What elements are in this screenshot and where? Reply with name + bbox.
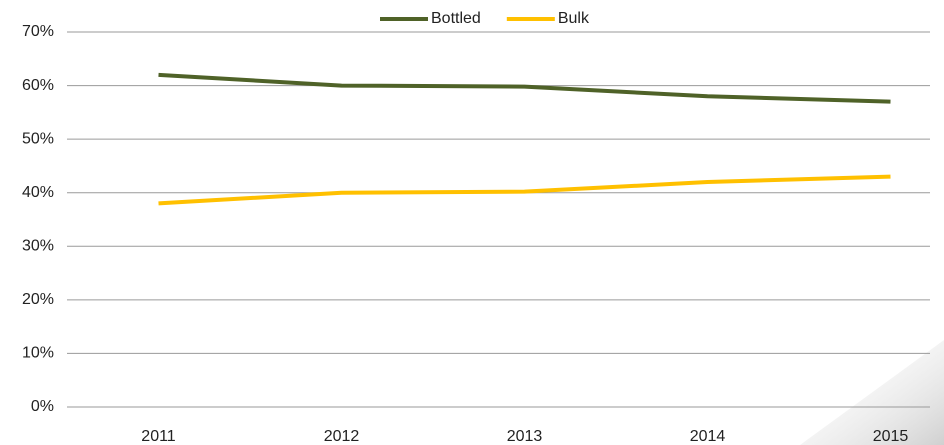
x-tick-label: 2013 — [507, 428, 543, 445]
line-series — [158, 174, 891, 206]
line-series — [158, 72, 891, 104]
x-tick-label: 2012 — [324, 428, 360, 445]
x-tick-label: 2014 — [690, 428, 726, 445]
y-tick-label: 0% — [31, 398, 54, 415]
x-tick-label: 2011 — [141, 428, 176, 445]
x-tick-label: 2015 — [873, 428, 909, 445]
y-tick-label: 50% — [22, 130, 54, 147]
y-tick-label: 70% — [22, 23, 54, 40]
legend-label: Bulk — [558, 10, 590, 27]
legend-label: Bottled — [431, 10, 481, 27]
y-tick-label: 10% — [22, 345, 54, 362]
y-tick-label: 40% — [22, 184, 54, 201]
corner-shade — [800, 340, 944, 445]
y-tick-label: 30% — [22, 238, 54, 255]
y-tick-label: 20% — [22, 291, 54, 308]
y-tick-label: 60% — [22, 77, 54, 94]
